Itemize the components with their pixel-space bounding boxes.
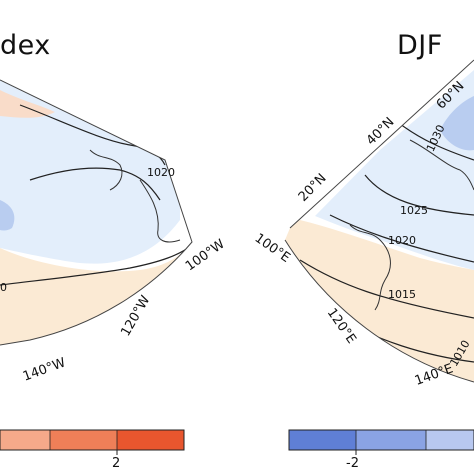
left-coastline: [139, 179, 181, 243]
left-contour-label-0: 0: [0, 281, 7, 294]
right-coastline: [349, 224, 391, 311]
right-colorbar-tick-label: -2: [346, 456, 359, 471]
right-negative-patch: [440, 96, 474, 151]
left-contour-label-1020: 1020: [147, 166, 175, 179]
right-contour-1025: [364, 174, 474, 216]
right-lon-label-100E: 100°E: [252, 231, 293, 266]
left-contour-3: [0, 244, 192, 286]
right-contour-1020: [329, 214, 474, 263]
right-contour-label-1020: 1020: [388, 234, 416, 247]
right-negative-anomaly: [315, 70, 474, 270]
right-colorbar-segment-3: [426, 430, 474, 450]
left-colorbar: [0, 429, 185, 455]
left-negative-patch: [0, 200, 15, 231]
left-contour-2: [29, 167, 161, 201]
right-contour-1015: [299, 259, 474, 319]
left-colorbar-tick-label: 2: [112, 456, 121, 471]
right-colorbar: [288, 429, 474, 455]
right-colorbar-segment-2: [356, 430, 426, 450]
right-coastline-2: [409, 139, 474, 191]
left-lon-label-140W: 140°W: [21, 355, 68, 384]
right-contour-label-1025: 1025: [400, 204, 428, 217]
right-map-frame: [284, 59, 474, 383]
left-map-frame: [0, 79, 193, 346]
left-panel-title: dex: [0, 30, 51, 61]
left-negative-anomaly: [0, 80, 180, 264]
left-coastline-2: [89, 149, 123, 191]
left-colorbar-segment-3: [117, 430, 184, 450]
left-colorbar-segment-1: [0, 430, 50, 450]
right-contour-label-1015: 1015: [388, 288, 416, 301]
left-positive-patch-2: [0, 90, 55, 118]
right-colorbar-segment-1: [289, 430, 356, 450]
left-colorbar-segment-2: [50, 430, 117, 450]
right-panel-title: DJF: [397, 30, 443, 61]
